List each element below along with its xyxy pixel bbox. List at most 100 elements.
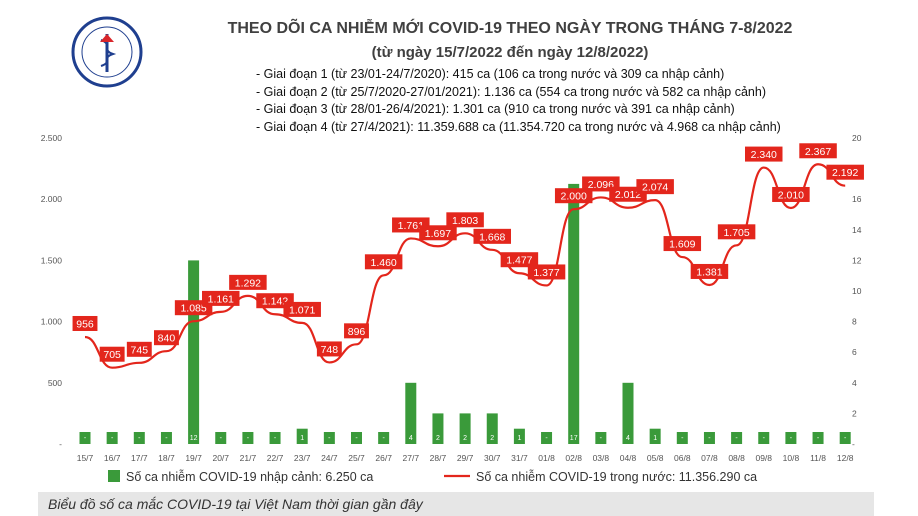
x-axis-tick-label: 27/7	[403, 453, 420, 463]
line-data-label: 1.292	[235, 277, 261, 289]
line-data-label: 1.071	[289, 304, 315, 316]
bar-imported-cases	[513, 428, 525, 444]
bar-data-label: -	[84, 435, 87, 442]
line-data-label-bg	[554, 188, 593, 204]
bar-imported-cases	[676, 432, 688, 444]
bar-data-label: 2	[490, 435, 494, 442]
right-axis-tick-label: 10	[852, 286, 862, 296]
covid-cases-chart: -5001.0001.5002.0002.500-246810121416182…	[41, 133, 864, 484]
bar-imported-cases	[486, 413, 498, 444]
bar-data-label: 2	[463, 435, 467, 442]
line-data-label: 1.460	[371, 257, 397, 269]
bar-data-label: -	[763, 435, 766, 442]
line-data-label: 2.192	[832, 167, 858, 179]
bar-imported-cases	[79, 432, 91, 444]
bar-imported-cases	[622, 382, 634, 444]
line-data-label-bg	[99, 346, 125, 362]
bar-data-label: -	[220, 435, 223, 442]
line-data-label-bg	[446, 212, 484, 228]
phase-note: - Giai đoạn 3 (từ 28/01-26/4/2021): 1.30…	[256, 102, 735, 116]
line-data-label-bg	[344, 323, 369, 339]
bar-data-label: -	[247, 435, 250, 442]
bar-imported-cases	[541, 432, 553, 444]
bar-imported-cases	[133, 432, 145, 444]
bar-imported-cases	[731, 432, 743, 444]
line-data-label: 2.074	[642, 182, 668, 194]
x-axis-tick-label: 22/7	[267, 453, 284, 463]
line-data-label: 1.697	[425, 228, 451, 240]
x-axis-tick-label: 17/7	[131, 453, 148, 463]
bar-data-label: -	[165, 435, 168, 442]
x-axis-tick-label: 26/7	[375, 453, 392, 463]
line-data-label-bg	[154, 330, 179, 346]
line-data-label-bg	[202, 290, 240, 306]
bar-imported-cases	[839, 432, 851, 444]
line-data-label: 840	[158, 333, 176, 345]
bar-imported-cases	[215, 432, 227, 444]
x-axis-tick-label: 24/7	[321, 453, 338, 463]
x-axis-tick-label: 16/7	[104, 453, 121, 463]
phase-note: - Giai đoạn 2 (từ 25/7/2020-27/01/2021):…	[256, 84, 766, 99]
line-data-label: 2.010	[778, 189, 804, 201]
chart-title: THEO DÕI CA NHIỄM MỚI COVID-19 THEO NGÀY…	[227, 20, 793, 37]
line-data-label-bg	[364, 254, 403, 270]
bar-data-label: 12	[190, 435, 198, 442]
bar-imported-cases	[432, 413, 444, 444]
line-data-label: 1.142	[262, 296, 288, 308]
legend-bar-swatch	[108, 470, 120, 482]
right-axis-tick-label: 4	[852, 378, 857, 388]
bar-data-label: -	[681, 435, 684, 442]
x-axis-tick-label: 10/8	[783, 453, 800, 463]
x-axis-tick-label: 18/7	[158, 453, 175, 463]
line-data-label-bg	[126, 341, 152, 357]
line-data-label: 2.012	[615, 189, 641, 201]
line-data-label: 1.381	[696, 266, 722, 278]
right-axis-tick-label: 16	[852, 194, 862, 204]
line-data-label-bg	[717, 224, 756, 240]
bar-imported-cases	[568, 183, 580, 444]
bar-imported-cases	[459, 413, 471, 444]
bar-data-label: -	[328, 435, 331, 442]
line-data-label-bg	[826, 164, 864, 180]
bar-data-label: 2	[436, 435, 440, 442]
line-data-label: 956	[76, 318, 94, 330]
line-data-label: 2.000	[561, 191, 587, 203]
caption-bar: Biểu đồ số ca mắc COVID-19 tại Việt Nam …	[38, 492, 874, 516]
line-data-label-bg	[500, 252, 539, 268]
phase-note: - Giai đoạn 1 (từ 23/01-24/7/2020): 415 …	[256, 67, 725, 81]
line-data-label: 1.761	[398, 220, 424, 232]
line-data-label-bg	[799, 143, 837, 159]
bar-data-label: -	[790, 435, 793, 442]
line-data-label: 1.161	[208, 293, 234, 305]
bar-data-label: -	[355, 435, 358, 442]
right-axis-tick-label: 6	[852, 347, 857, 357]
bar-imported-cases	[378, 432, 390, 444]
line-data-label-bg	[419, 225, 457, 241]
bar-data-label: 17	[570, 435, 578, 442]
chart-card	[38, 8, 874, 492]
line-data-label-bg	[283, 301, 321, 317]
x-axis-tick-label: 01/8	[538, 453, 555, 463]
left-axis-tick-label: 1.000	[41, 317, 63, 327]
bar-data-label: -	[382, 435, 385, 442]
line-data-label: 745	[131, 344, 149, 356]
chart-caption: Biểu đồ số ca mắc COVID-19 tại Việt Nam …	[48, 496, 423, 512]
right-axis-tick-label: 14	[852, 225, 862, 235]
ministry-of-health-logo	[71, 16, 143, 88]
line-data-label: 748	[321, 344, 339, 356]
x-axis-tick-label: 28/7	[430, 453, 447, 463]
bar-imported-cases	[269, 432, 281, 444]
bar-data-label: 1	[653, 435, 657, 442]
line-data-label-bg	[772, 186, 810, 202]
x-axis-tick-label: 15/7	[77, 453, 94, 463]
x-axis-tick-label: 09/8	[755, 453, 772, 463]
chart-subtitle: (từ ngày 15/7/2022 đến ngày 12/8/2022)	[371, 44, 649, 61]
line-data-label-bg	[527, 264, 566, 280]
bar-data-label: -	[600, 435, 603, 442]
line-data-label: 705	[103, 349, 121, 361]
right-axis-tick-label: -	[852, 439, 855, 449]
bar-data-label: 4	[409, 435, 413, 442]
bar-imported-cases	[812, 432, 824, 444]
line-data-label: 2.340	[751, 149, 777, 161]
bar-imported-cases	[160, 432, 172, 444]
